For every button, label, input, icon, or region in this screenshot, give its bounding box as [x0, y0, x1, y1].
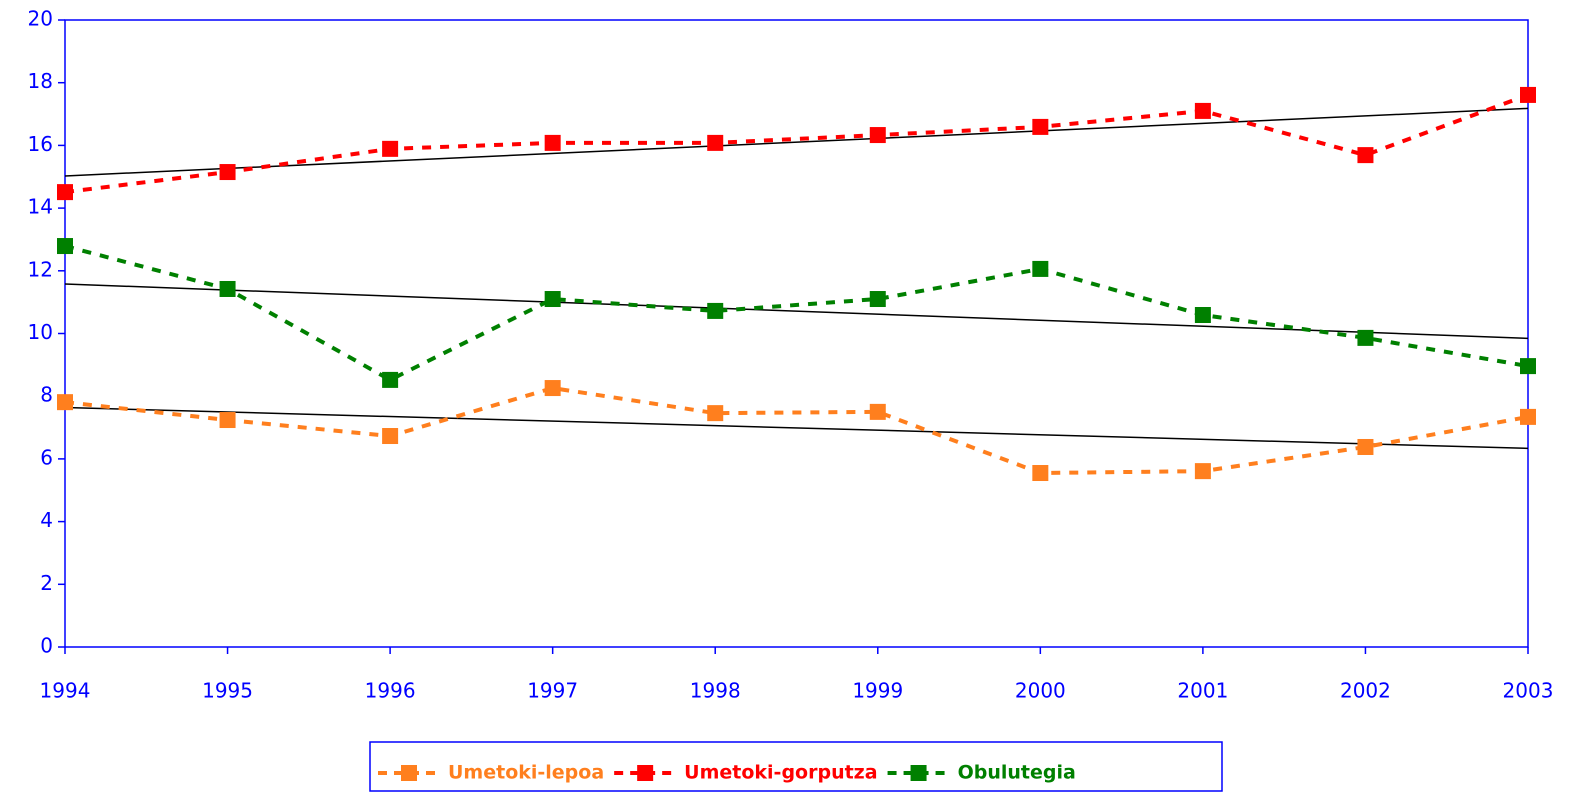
y-tick-label: 4	[40, 508, 53, 532]
trend-line	[64, 406, 1529, 450]
y-tick-label: 20	[28, 7, 53, 31]
marker	[382, 140, 399, 157]
marker	[1194, 307, 1211, 324]
marker	[1032, 260, 1049, 277]
x-tick-label: 1996	[365, 679, 416, 703]
legend-marker	[637, 765, 654, 781]
legend-label: Obulutegia	[958, 762, 1076, 784]
marker	[382, 428, 399, 445]
marker	[869, 291, 886, 308]
marker	[1520, 358, 1536, 375]
marker	[544, 380, 561, 397]
marker	[219, 164, 236, 181]
trend-line	[64, 107, 1529, 177]
marker	[1032, 118, 1049, 135]
marker	[57, 394, 73, 411]
marker	[1520, 408, 1536, 425]
y-tick-label: 10	[28, 320, 53, 344]
marker	[1194, 102, 1211, 119]
marker	[1357, 438, 1374, 455]
legend-box	[369, 741, 1223, 792]
x-tick-label: 1998	[690, 679, 741, 703]
marker	[57, 238, 73, 255]
x-tick-label: 1994	[40, 679, 91, 703]
y-tick-label: 0	[40, 634, 53, 658]
marker	[382, 371, 399, 388]
marker	[1357, 329, 1374, 346]
x-tick-label: 2000	[1015, 679, 1066, 703]
series-line	[64, 244, 1529, 383]
legend-label: Umetoki-lepoa	[448, 762, 604, 784]
marker	[544, 134, 561, 151]
x-tick-label: 2001	[1177, 679, 1228, 703]
y-tick-label: 16	[28, 132, 53, 156]
marker	[1032, 465, 1049, 482]
x-tick-label: 1995	[202, 679, 253, 703]
marker	[219, 412, 236, 429]
marker	[707, 302, 724, 319]
marker	[869, 127, 886, 144]
series-line	[64, 93, 1529, 195]
marker	[544, 291, 561, 308]
y-tick-label: 8	[40, 383, 53, 407]
x-tick-label: 1997	[527, 679, 578, 703]
x-tick-label: 2002	[1340, 679, 1391, 703]
marker	[707, 405, 724, 422]
x-tick-label: 1999	[852, 679, 903, 703]
legend-label: Umetoki-gorputza	[684, 762, 877, 784]
y-tick-label: 6	[40, 445, 53, 469]
y-tick-label: 14	[28, 195, 53, 219]
trend-line	[64, 283, 1529, 340]
legend-marker	[910, 765, 927, 781]
y-tick-label: 2	[40, 571, 53, 595]
x-tick-label: 2003	[1503, 679, 1554, 703]
marker	[707, 134, 724, 151]
marker	[1194, 463, 1211, 480]
plot-area	[64, 19, 1529, 648]
legend-marker	[401, 765, 417, 781]
series-line	[64, 386, 1529, 476]
marker	[1520, 86, 1536, 103]
marker	[1357, 147, 1374, 164]
marker	[219, 280, 236, 297]
marker	[869, 403, 886, 420]
marker	[57, 184, 73, 201]
y-tick-label: 18	[28, 69, 53, 93]
y-tick-label: 12	[28, 257, 53, 281]
